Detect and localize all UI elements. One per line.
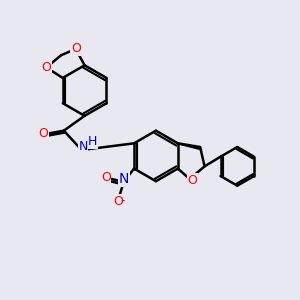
- Text: O: O: [38, 127, 48, 140]
- Text: O: O: [113, 195, 123, 208]
- Text: O: O: [101, 171, 111, 184]
- Text: O: O: [41, 61, 51, 74]
- Text: O: O: [71, 42, 81, 56]
- Text: N: N: [118, 172, 129, 186]
- Text: H: H: [88, 135, 98, 148]
- Text: O: O: [188, 174, 198, 187]
- Text: N: N: [78, 140, 88, 153]
- Text: -: -: [121, 194, 125, 207]
